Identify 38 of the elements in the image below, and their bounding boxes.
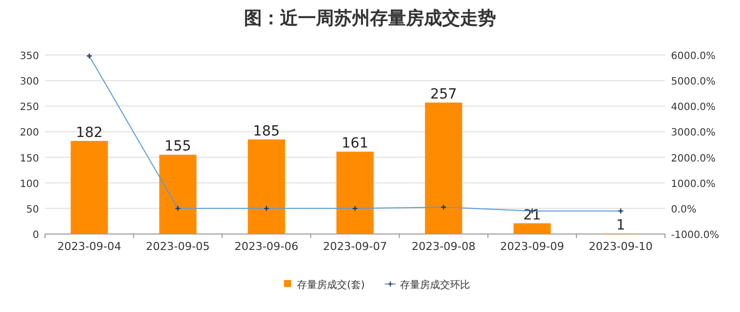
y2-tick-label: 2000.0% xyxy=(671,153,716,164)
x-tick-label: 2023-09-08 xyxy=(412,240,476,253)
bar xyxy=(159,154,196,234)
y-tick-label: 150 xyxy=(20,153,39,164)
y2-tick-label: 0.0% xyxy=(671,204,696,216)
chart-title: 图：近一周苏州存量房成交走势 xyxy=(244,8,496,29)
y2-tick-label: 1000.0% xyxy=(671,178,716,190)
y-tick-label: 300 xyxy=(20,76,39,88)
y2-tick-label: 5000.0% xyxy=(671,76,716,88)
y-tick-label: 0 xyxy=(32,230,39,241)
y-tick-label: 200 xyxy=(20,128,39,139)
x-tick-label: 2023-09-05 xyxy=(146,240,210,253)
y2-tick-label: -1000.0% xyxy=(671,230,720,241)
y-tick-label: 250 xyxy=(20,102,39,114)
data-label: 182 xyxy=(76,124,103,141)
data-label: 1 xyxy=(616,217,626,234)
data-label: 185 xyxy=(253,123,280,140)
legend-label: 存量房成交(套) xyxy=(297,279,365,291)
y-tick-label: 350 xyxy=(20,51,39,62)
y-tick-label: 50 xyxy=(26,204,39,216)
data-label: 257 xyxy=(430,86,457,103)
y2-tick-label: 6000.0% xyxy=(671,51,716,62)
legend-label: 存量房成交环比 xyxy=(400,279,470,291)
y2-tick-label: 4000.0% xyxy=(671,102,716,114)
bar xyxy=(424,102,462,234)
x-tick-label: 2023-09-04 xyxy=(57,240,122,253)
x-tick-label: 2023-09-06 xyxy=(234,240,298,253)
data-label: 161 xyxy=(342,136,368,152)
y2-tick-label: 3000.0% xyxy=(671,128,716,139)
bar xyxy=(70,140,108,234)
data-label: 155 xyxy=(164,138,192,155)
y-tick-label: 100 xyxy=(20,178,39,190)
bar xyxy=(248,139,286,234)
x-tick-label: 2023-09-10 xyxy=(588,240,653,253)
bar xyxy=(514,223,551,234)
x-tick-label: 2023-09-09 xyxy=(500,240,564,253)
bar xyxy=(336,152,374,234)
x-tick-label: 2023-09-07 xyxy=(323,240,387,253)
